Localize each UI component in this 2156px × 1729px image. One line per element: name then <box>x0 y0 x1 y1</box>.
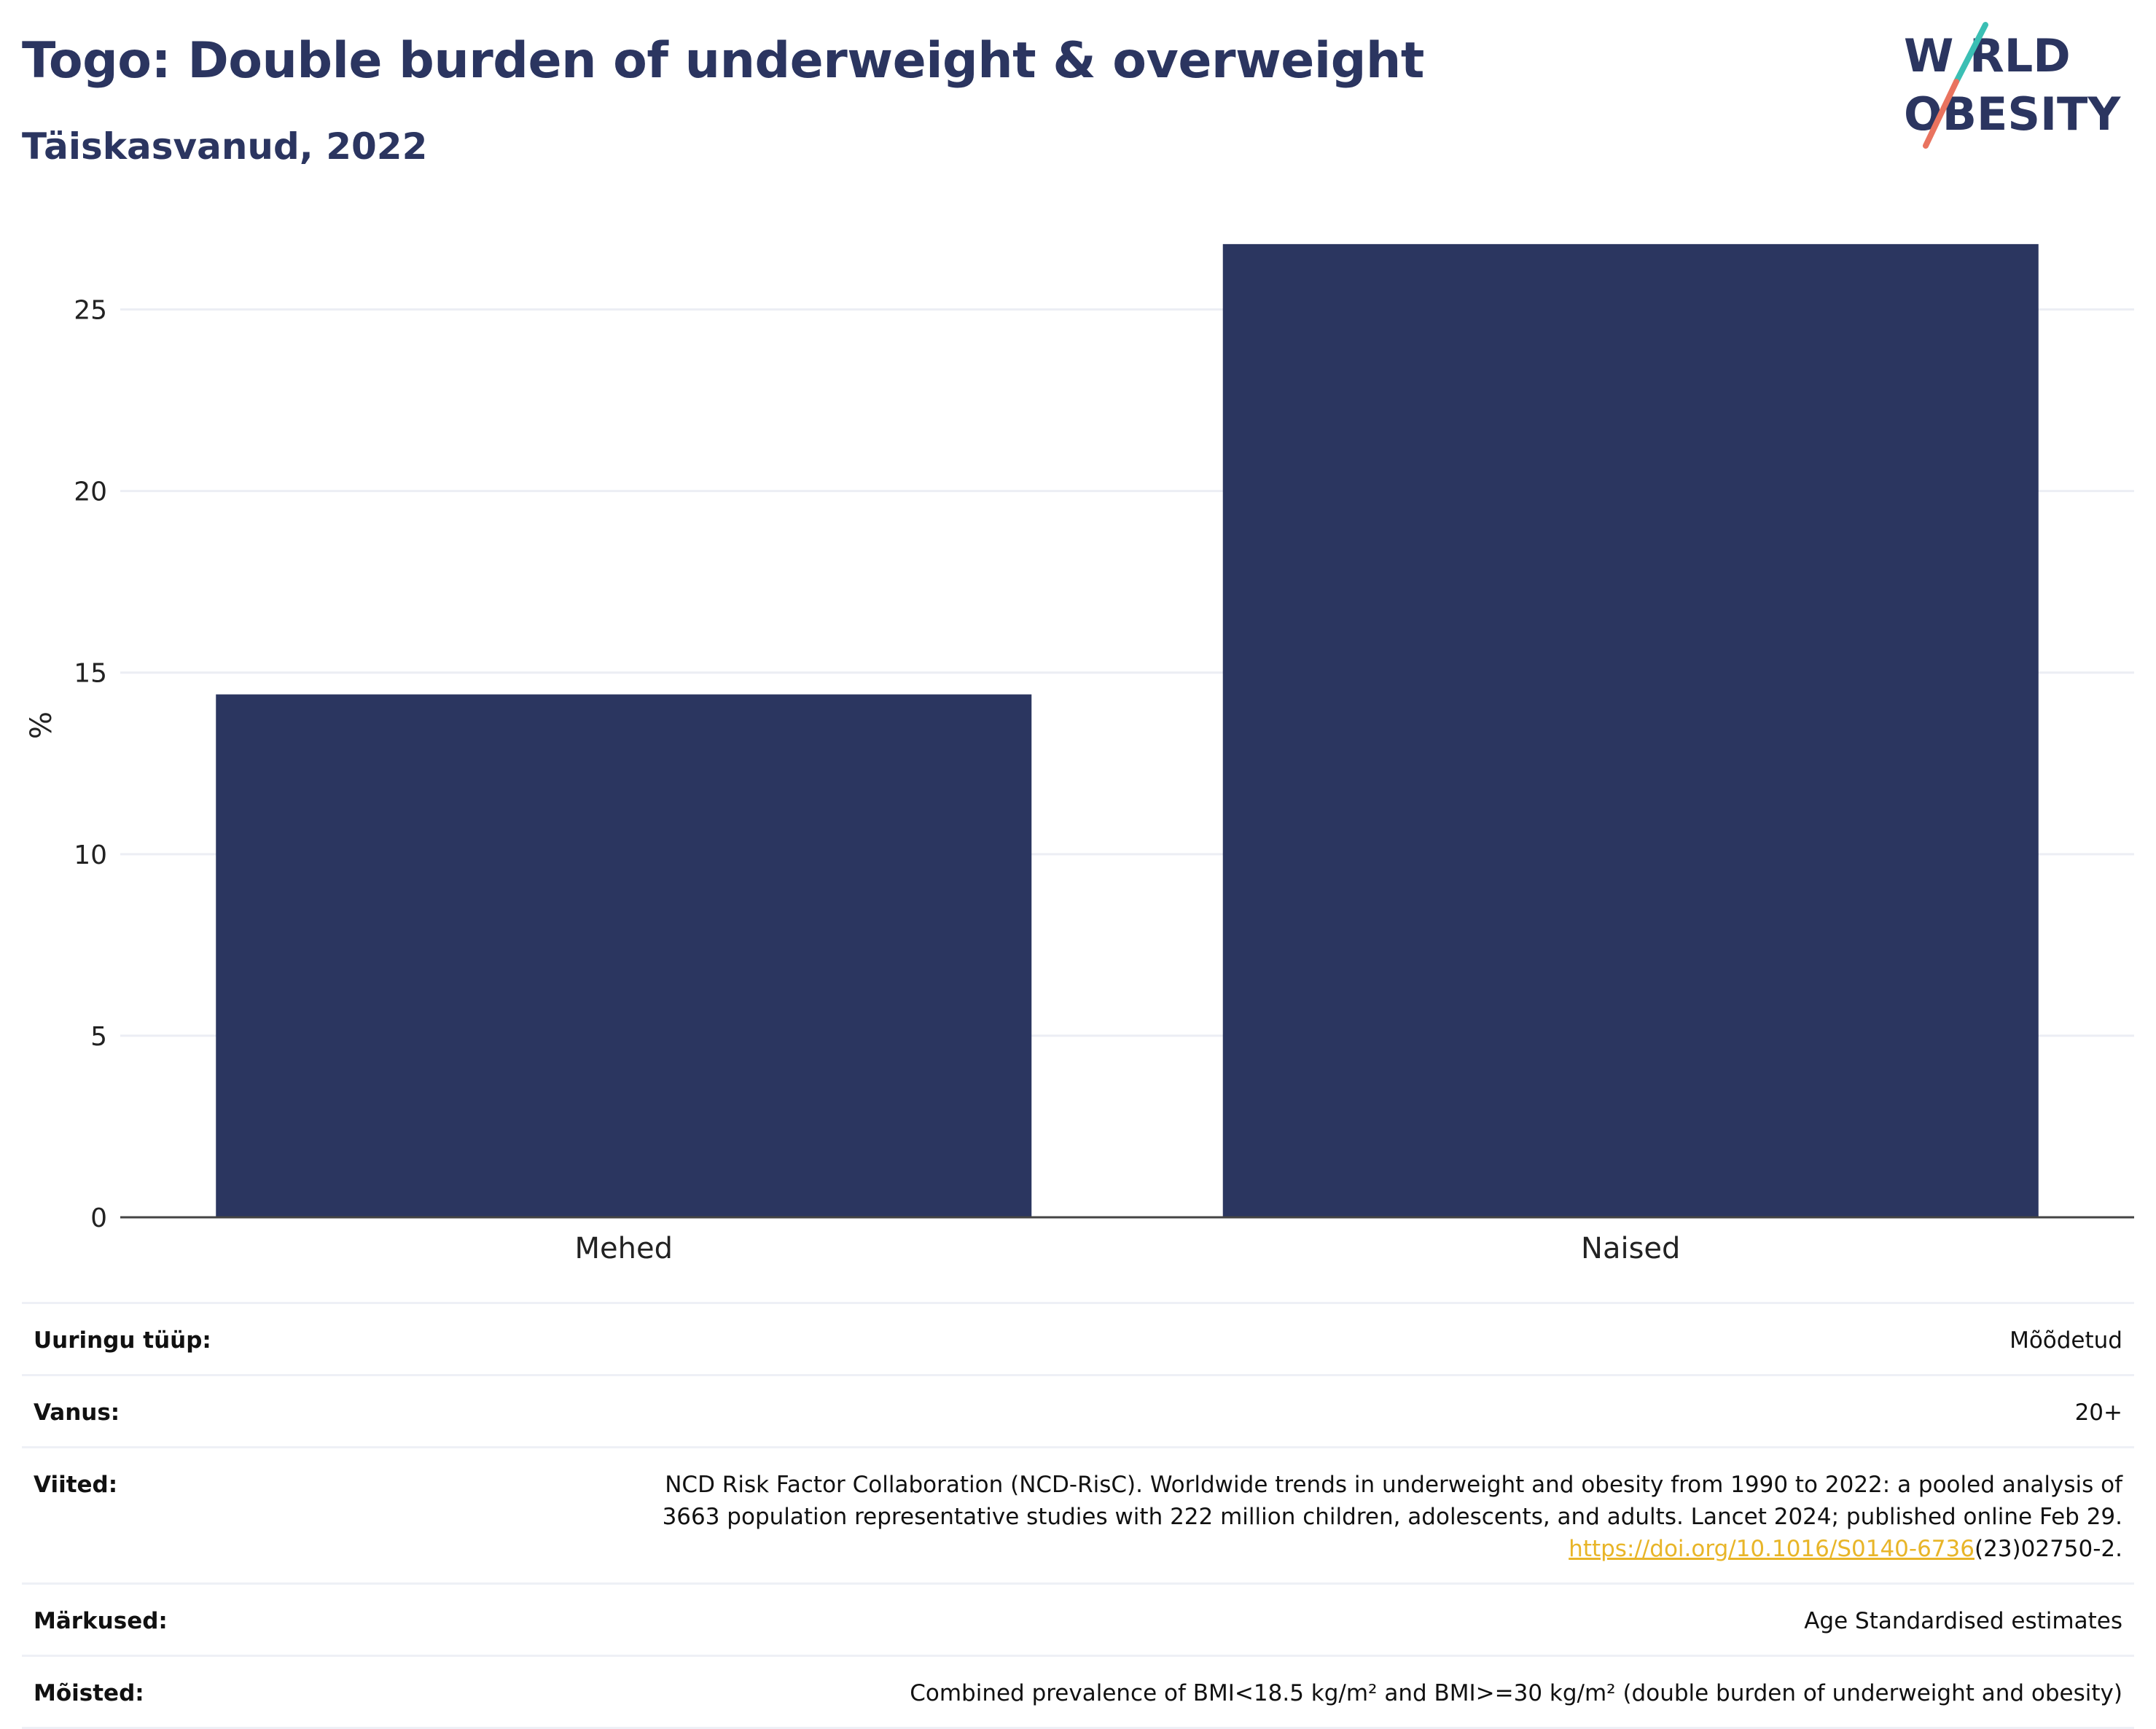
world-obesity-logo: W RLD OBESITY <box>1904 22 2121 149</box>
chart-subtitle: Täiskasvanud, 2022 <box>22 125 428 168</box>
reference-line-2: 3663 population representative studies w… <box>662 1504 2122 1530</box>
info-row-references: Viited: NCD Risk Factor Collaboration (N… <box>22 1448 2134 1585</box>
doi-link[interactable]: https://doi.org/10.1016/S0140-6736 <box>1569 1536 1975 1562</box>
x-tick-label: Naised <box>1581 1232 1680 1265</box>
x-tick-label: Mehed <box>575 1232 673 1265</box>
reference-line-1: NCD Risk Factor Collaboration (NCD-RisC)… <box>665 1472 2122 1498</box>
info-row-definitions: Mõisted: Combined prevalence of BMI<18.5… <box>22 1657 2134 1729</box>
info-value: 20+ <box>2074 1400 2122 1426</box>
info-label: Märkused: <box>34 1608 168 1634</box>
chart-title: Togo: Double burden of underweight & ove… <box>22 32 1424 90</box>
y-tick-label: 25 <box>74 296 107 326</box>
y-tick-label: 20 <box>74 477 107 507</box>
info-row-notes: Märkused: Age Standardised estimates <box>22 1585 2134 1657</box>
y-axis-label: % <box>25 711 58 739</box>
doi-suffix: (23)02750-2. <box>1974 1536 2122 1562</box>
y-tick-label: 10 <box>74 840 107 870</box>
info-label: Vanus: <box>34 1400 120 1426</box>
info-row-age: Vanus: 20+ <box>22 1376 2134 1448</box>
info-table: Uuringu tüüp: Mõõdetud Vanus: 20+ Viited… <box>22 1302 2134 1729</box>
y-tick-label: 15 <box>74 659 107 689</box>
info-value: Age Standardised estimates <box>1804 1608 2122 1634</box>
logo-line-1: W RLD <box>1904 29 2071 82</box>
logo-slash-bottom <box>1923 79 1959 149</box>
info-value: Combined prevalence of BMI<18.5 kg/m² an… <box>910 1680 2122 1706</box>
info-value: NCD Risk Factor Collaboration (NCD-RisC)… <box>663 1469 2122 1565</box>
info-label: Uuringu tüüp: <box>34 1327 211 1354</box>
bar <box>216 694 1032 1217</box>
bar-chart: 0 5 10 15 20 25 Mehed Naised% <box>25 243 2134 1265</box>
reference-line-3: https://doi.org/10.1016/S0140-6736(23)02… <box>663 1533 2122 1565</box>
bar <box>1222 243 2039 1217</box>
info-value: Mõõdetud <box>2009 1327 2122 1354</box>
info-label: Viited: <box>34 1472 118 1498</box>
y-tick-label: 5 <box>90 1022 107 1052</box>
info-row-survey-type: Uuringu tüüp: Mõõdetud <box>22 1304 2134 1376</box>
y-tick-label: 0 <box>90 1203 107 1233</box>
logo-slash-top <box>1953 22 1988 85</box>
info-label: Mõisted: <box>34 1680 144 1706</box>
